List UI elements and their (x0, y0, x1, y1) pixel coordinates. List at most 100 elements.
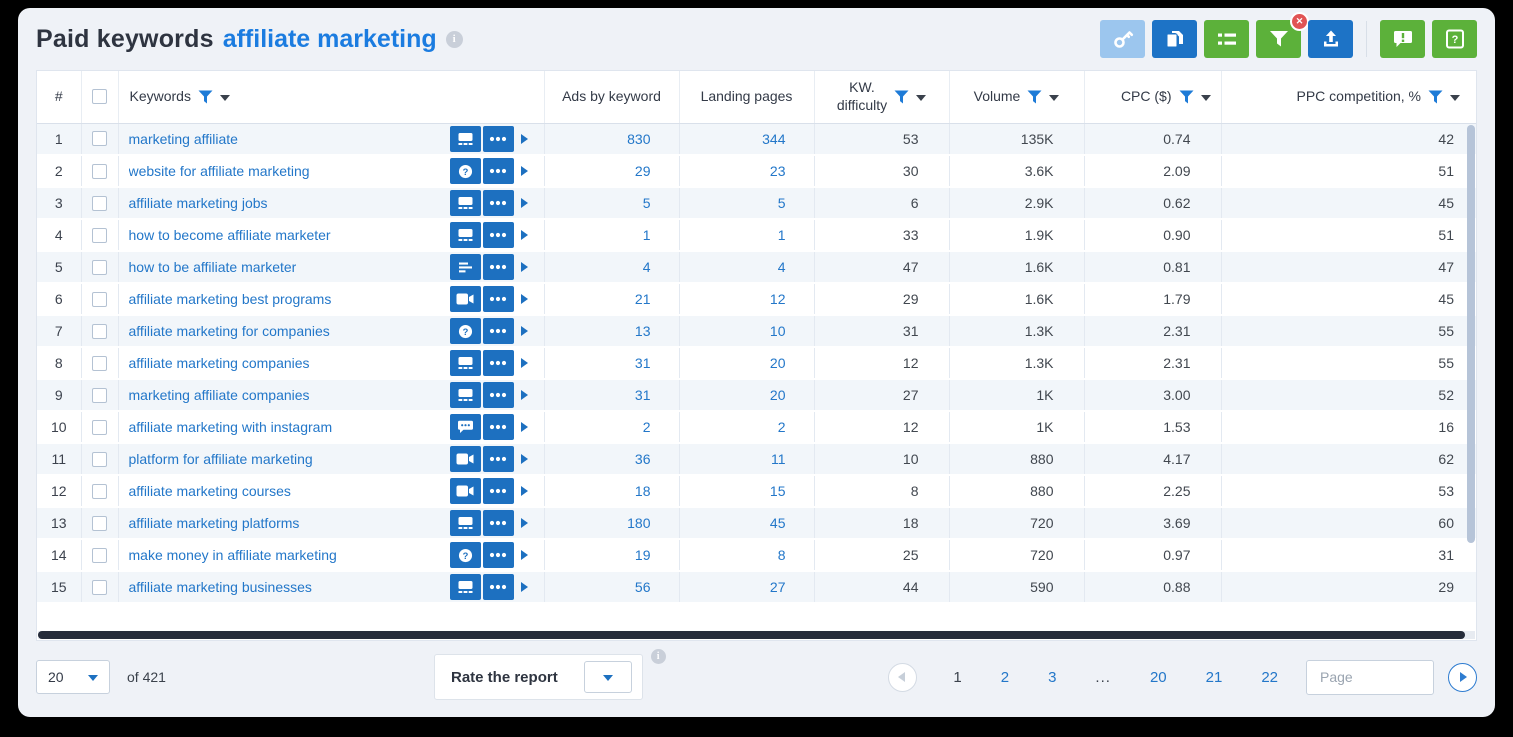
filter-active-badge[interactable]: ✕ (1290, 12, 1309, 31)
more-actions-button[interactable] (482, 510, 514, 536)
landing-pages-value[interactable]: 2 (679, 411, 815, 444)
keyword-link[interactable]: how to become affiliate marketer (128, 227, 331, 243)
landing-pages-value[interactable]: 12 (679, 283, 815, 316)
serp-question-icon[interactable]: ? (449, 158, 481, 184)
column-header-cpc[interactable]: CPC ($) (1084, 71, 1222, 124)
ads-by-keyword-value[interactable]: 4 (544, 251, 680, 284)
keyword-research-button[interactable] (1100, 20, 1145, 58)
expand-row-arrow[interactable] (520, 454, 528, 464)
horizontal-scrollbar-thumb[interactable] (38, 631, 1465, 639)
keyword-link[interactable]: marketing affiliate (128, 130, 238, 147)
more-actions-button[interactable] (482, 542, 514, 568)
serp-display-icon[interactable] (449, 190, 481, 216)
expand-row-arrow[interactable] (520, 358, 528, 368)
row-checkbox[interactable] (92, 195, 107, 211)
expand-row-arrow[interactable] (520, 390, 528, 400)
serp-display-icon[interactable] (449, 574, 481, 600)
info-icon[interactable]: i (445, 30, 463, 48)
rate-report-select[interactable] (583, 661, 632, 693)
keyword-link[interactable]: platform for affiliate marketing (128, 451, 313, 467)
row-checkbox[interactable] (92, 483, 107, 499)
more-actions-button[interactable] (482, 286, 514, 312)
filter-funnel-icon[interactable] (1179, 90, 1194, 104)
keyword-link[interactable]: website for affiliate marketing (128, 163, 310, 179)
expand-row-arrow[interactable] (520, 550, 528, 560)
keyword-link[interactable]: how to be affiliate marketer (128, 259, 297, 275)
next-page-button[interactable] (1448, 662, 1477, 692)
ads-by-keyword-value[interactable]: 13 (544, 315, 680, 348)
landing-pages-value[interactable]: 11 (679, 443, 815, 476)
filter-funnel-icon[interactable] (1027, 90, 1042, 104)
serp-display-icon[interactable] (449, 382, 481, 408)
more-actions-button[interactable] (482, 478, 514, 504)
expand-row-arrow[interactable] (520, 582, 528, 592)
serp-display-icon[interactable] (449, 350, 481, 376)
ads-by-keyword-value[interactable]: 2 (544, 411, 680, 444)
landing-pages-value[interactable]: 10 (679, 315, 815, 348)
sort-caret-icon[interactable] (1450, 94, 1460, 101)
row-checkbox[interactable] (92, 131, 107, 147)
vertical-scrollbar-thumb[interactable] (1467, 125, 1475, 543)
landing-pages-value[interactable]: 20 (679, 347, 815, 380)
list-view-button[interactable] (1204, 20, 1249, 58)
vertical-scrollbar[interactable] (1467, 125, 1475, 630)
keyword-link[interactable]: affiliate marketing companies (128, 355, 310, 371)
expand-row-arrow[interactable] (520, 262, 528, 272)
serp-question-icon[interactable]: ? (449, 318, 481, 344)
more-actions-button[interactable] (482, 190, 514, 216)
filter-funnel-icon[interactable] (198, 90, 213, 104)
column-header-landing-pages[interactable]: Landing pages (679, 71, 815, 124)
keyword-link[interactable]: affiliate marketing jobs (128, 195, 268, 211)
expand-row-arrow[interactable] (520, 198, 528, 208)
row-checkbox[interactable] (92, 259, 107, 275)
landing-pages-value[interactable]: 23 (679, 155, 815, 188)
horizontal-scrollbar[interactable] (38, 631, 1475, 639)
row-checkbox[interactable] (92, 291, 107, 307)
more-actions-button[interactable] (482, 446, 514, 472)
more-actions-button[interactable] (482, 574, 514, 600)
landing-pages-value[interactable]: 20 (679, 379, 815, 412)
expand-row-arrow[interactable] (520, 294, 528, 304)
column-header-volume[interactable]: Volume (949, 71, 1085, 124)
keyword-link[interactable]: make money in affiliate marketing (128, 547, 337, 563)
keyword-link[interactable]: affiliate marketing for companies (128, 323, 330, 339)
more-actions-button[interactable] (482, 382, 514, 408)
row-checkbox[interactable] (92, 547, 107, 563)
keyword-link[interactable]: affiliate marketing businesses (128, 579, 312, 595)
more-actions-button[interactable] (482, 222, 514, 248)
ads-by-keyword-value[interactable]: 56 (544, 571, 680, 604)
column-header-kw-difficulty[interactable]: KW. difficulty (814, 71, 950, 124)
row-checkbox[interactable] (92, 451, 107, 467)
more-actions-button[interactable] (482, 350, 514, 376)
serp-display-icon[interactable] (449, 222, 481, 248)
row-checkbox[interactable] (92, 579, 107, 595)
row-checkbox[interactable] (92, 323, 107, 339)
pagination-page-link[interactable]: 22 (1261, 668, 1278, 686)
ads-by-keyword-value[interactable]: 29 (544, 155, 680, 188)
serp-display-icon[interactable] (449, 510, 481, 536)
expand-row-arrow[interactable] (520, 326, 528, 336)
serp-display-icon[interactable] (449, 125, 481, 152)
landing-pages-value[interactable]: 15 (679, 475, 815, 508)
landing-pages-value[interactable]: 344 (679, 123, 815, 156)
sort-caret-icon[interactable] (1200, 94, 1211, 101)
ads-by-keyword-value[interactable]: 830 (544, 123, 680, 156)
pagination-page-link[interactable]: 20 (1149, 668, 1167, 686)
expand-row-arrow[interactable] (520, 230, 528, 240)
row-checkbox[interactable] (92, 515, 107, 531)
pagination-page-link[interactable]: 21 (1205, 668, 1223, 686)
ads-by-keyword-value[interactable]: 31 (544, 347, 680, 380)
serp-chat-icon[interactable] (449, 414, 481, 440)
column-header-keywords[interactable]: Keywords (118, 71, 545, 124)
ads-by-keyword-value[interactable]: 21 (544, 283, 680, 316)
ads-by-keyword-value[interactable]: 5 (544, 187, 680, 220)
more-actions-button[interactable] (482, 414, 514, 440)
serp-video-icon[interactable] (449, 478, 481, 504)
ads-by-keyword-value[interactable]: 1 (544, 219, 680, 252)
landing-pages-value[interactable]: 45 (679, 507, 815, 540)
row-checkbox[interactable] (92, 355, 107, 371)
ads-by-keyword-value[interactable]: 18 (544, 475, 680, 508)
sort-caret-icon[interactable] (1049, 94, 1060, 101)
landing-pages-value[interactable]: 27 (679, 571, 815, 604)
help-button[interactable]: ? (1432, 20, 1477, 58)
